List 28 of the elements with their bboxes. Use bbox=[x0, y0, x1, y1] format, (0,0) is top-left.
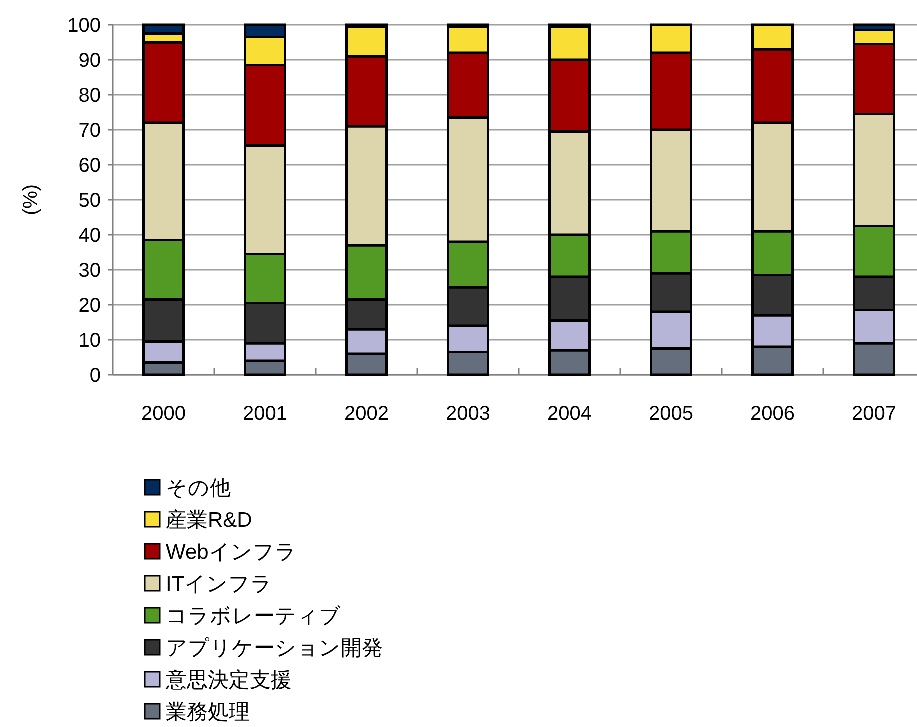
y-tick-label: 100 bbox=[68, 15, 101, 37]
x-tick-label: 2000 bbox=[142, 403, 186, 425]
y-tick-label: 50 bbox=[78, 190, 101, 212]
legend-label: 意思決定支援 bbox=[165, 669, 292, 692]
x-tick-label: 2001 bbox=[243, 403, 288, 425]
y-tick-label: 10 bbox=[78, 330, 101, 352]
x-tick-label: 2007 bbox=[852, 403, 896, 425]
legend-label: 業務処理 bbox=[166, 701, 250, 724]
x-tick-label: 2002 bbox=[344, 403, 389, 425]
legend-label: コラボレーティブ bbox=[166, 605, 341, 628]
y-tick-label: 0 bbox=[90, 365, 101, 387]
y-tick-label: 90 bbox=[78, 50, 101, 72]
legend-label: Webインフラ bbox=[166, 541, 297, 564]
y-tick-label: 70 bbox=[78, 120, 101, 142]
y-tick-label: 30 bbox=[78, 260, 101, 282]
x-tick-label: 2006 bbox=[750, 403, 795, 425]
y-axis-title: (%) bbox=[20, 184, 42, 216]
x-tick-label: 2005 bbox=[649, 403, 694, 425]
y-tick-label: 20 bbox=[78, 295, 101, 317]
legend-label: 産業R&D bbox=[166, 509, 252, 532]
x-tick-label: 2003 bbox=[446, 403, 490, 425]
legend-label: アプリケーション開発 bbox=[166, 637, 383, 660]
y-tick-label: 40 bbox=[78, 225, 101, 247]
legend-label: その他 bbox=[166, 477, 231, 500]
x-tick-label: 2004 bbox=[548, 403, 592, 425]
legend-label: ITインフラ bbox=[166, 573, 273, 596]
y-tick-label: 60 bbox=[78, 155, 101, 177]
y-tick-label: 80 bbox=[78, 85, 101, 107]
